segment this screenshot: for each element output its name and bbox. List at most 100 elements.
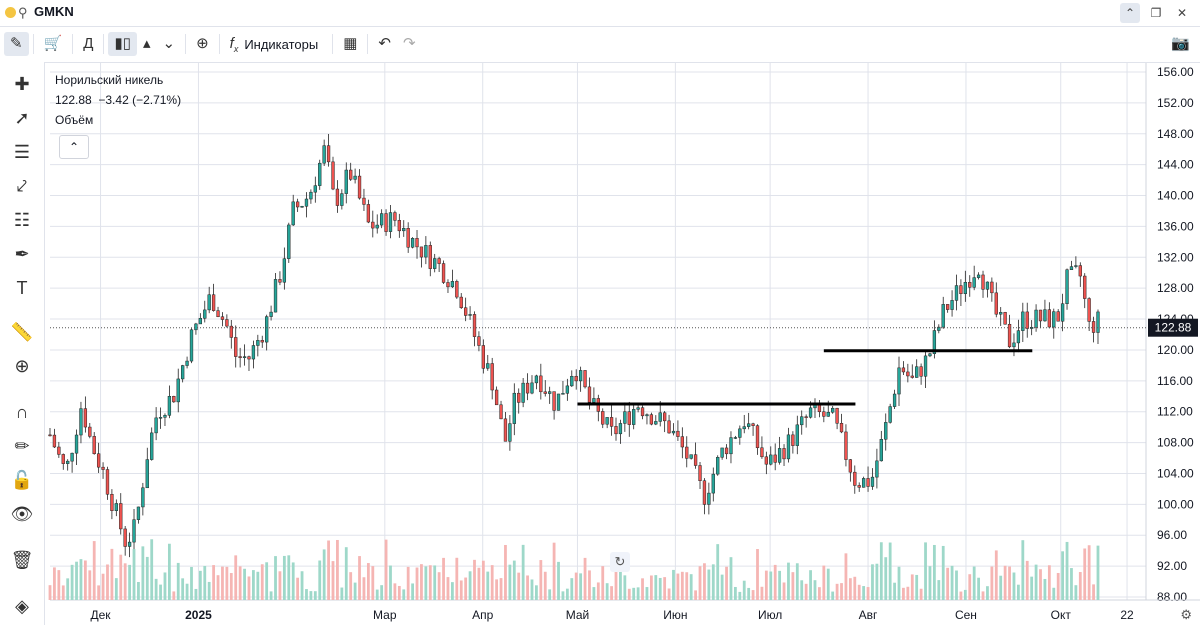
- candle-body: [464, 307, 468, 316]
- volume-bar: [274, 556, 277, 600]
- settings-gear-icon[interactable]: ⚙: [1180, 607, 1192, 622]
- restore-window-icon[interactable]: ❐: [1150, 6, 1162, 20]
- candle-body: [70, 452, 74, 462]
- camera-icon[interactable]: 📷: [1171, 35, 1190, 52]
- candle-body: [627, 411, 631, 425]
- ruler-icon[interactable]: 📏: [10, 322, 34, 342]
- projection-icon[interactable]: ☷: [13, 210, 31, 230]
- candle-body: [884, 422, 888, 440]
- magnet-icon[interactable]: ∩: [15, 402, 29, 422]
- cart-icon[interactable]: 🛒: [43, 35, 63, 52]
- trend-line-icon[interactable]: ➚: [14, 108, 30, 128]
- volume-bar: [221, 566, 224, 600]
- volume-bar: [141, 546, 145, 600]
- candle-body: [729, 437, 733, 455]
- candles-chart-type-icon[interactable]: ▮▯: [108, 32, 137, 56]
- pencil-icon[interactable]: ✎: [4, 32, 29, 56]
- volume-bar: [318, 560, 322, 600]
- volume-bar: [344, 547, 348, 600]
- volume-bar: [897, 566, 901, 600]
- trash-icon[interactable]: 🗑: [10, 550, 34, 570]
- volume-bar: [327, 540, 330, 600]
- volume-bar: [809, 570, 812, 600]
- candle-body: [158, 417, 163, 419]
- layers-icon[interactable]: ◈: [15, 596, 29, 616]
- volume-bar: [698, 566, 702, 600]
- candle-body: [1047, 309, 1051, 328]
- candle-body: [822, 411, 826, 417]
- zoom-icon[interactable]: ⊕: [14, 356, 30, 376]
- volume-bar: [340, 587, 344, 600]
- brush-icon[interactable]: ✒: [14, 244, 30, 264]
- volume-bar: [110, 548, 114, 600]
- search-icon[interactable]: ⚲: [18, 5, 28, 20]
- chevron-down-icon[interactable]: ⌄: [162, 35, 176, 52]
- volume-bar: [145, 556, 149, 600]
- volume-bar: [181, 578, 185, 600]
- y-tick-label: 132.00: [1157, 250, 1194, 264]
- candle-body: [282, 258, 287, 283]
- candle-body: [198, 318, 202, 325]
- volume-bar: [194, 588, 198, 600]
- text-icon[interactable]: T: [16, 278, 28, 298]
- legend-price: 122.88: [55, 93, 92, 107]
- eye-icon[interactable]: 👁: [10, 504, 34, 524]
- redo-icon[interactable]: ↷: [402, 35, 416, 52]
- candle-body: [300, 205, 304, 208]
- reset-chart-icon[interactable]: ↻: [610, 552, 630, 572]
- indicators-fx-icon[interactable]: fx: [229, 35, 239, 54]
- lock-draw-icon[interactable]: ✏: [14, 436, 30, 456]
- candle-body: [366, 204, 371, 223]
- candle-body: [658, 412, 662, 422]
- volume-bar: [150, 539, 154, 600]
- candle-body: [835, 407, 839, 424]
- candle-body: [693, 454, 698, 466]
- interval-button[interactable]: Д: [83, 35, 94, 52]
- candle-body: [702, 480, 707, 505]
- volume-bar: [1087, 545, 1091, 600]
- pattern-icon[interactable]: ⤦: [16, 176, 28, 196]
- close-window-icon[interactable]: ✕: [1176, 6, 1188, 20]
- compare-plus-icon[interactable]: ⊕: [196, 35, 209, 52]
- y-tick-label: 116.00: [1157, 374, 1193, 388]
- area-chart-type-icon[interactable]: ▴: [142, 35, 151, 52]
- unlock-icon[interactable]: 🔓: [10, 470, 34, 490]
- volume-bar: [685, 572, 689, 600]
- y-tick-label: 100.00: [1157, 497, 1194, 511]
- volume-bar: [265, 562, 269, 600]
- volume-bar: [619, 570, 622, 600]
- candle-body: [769, 454, 773, 465]
- candle-body: [760, 447, 764, 458]
- candle-body: [494, 389, 499, 406]
- crosshair-icon[interactable]: ✚: [14, 74, 30, 94]
- layouts-grid-icon[interactable]: ▦: [343, 35, 358, 52]
- candle-body: [870, 476, 875, 487]
- volume-bar: [747, 587, 751, 600]
- undo-icon[interactable]: ↶: [378, 35, 391, 52]
- volume-bar: [543, 571, 547, 600]
- x-tick-label: Май: [566, 608, 590, 622]
- volume-bar: [313, 591, 317, 600]
- candle-body: [512, 392, 516, 424]
- fib-lines-icon[interactable]: ☰: [13, 142, 31, 162]
- candle-body: [689, 454, 693, 459]
- volume-bar: [380, 585, 384, 600]
- collapse-panel-icon[interactable]: ⌃: [1120, 3, 1140, 23]
- volume-bar: [397, 585, 401, 600]
- y-tick-label: 112.00: [1157, 405, 1193, 419]
- volume-bar: [278, 571, 282, 600]
- volume-bar: [1092, 584, 1095, 600]
- candle-body: [490, 363, 494, 391]
- volume-bar: [915, 574, 919, 600]
- candle-body: [888, 406, 892, 423]
- candle-body: [110, 494, 114, 511]
- indicators-button[interactable]: Индикаторы: [244, 36, 319, 52]
- candle-body: [114, 503, 118, 511]
- candle-body: [92, 436, 96, 454]
- y-tick-label: 96.00: [1157, 528, 1187, 542]
- volume-bar: [924, 542, 927, 600]
- candle-body: [503, 418, 508, 442]
- symbol-input[interactable]: GMKN: [34, 4, 74, 19]
- collapse-legend-button[interactable]: ⌃: [59, 135, 89, 159]
